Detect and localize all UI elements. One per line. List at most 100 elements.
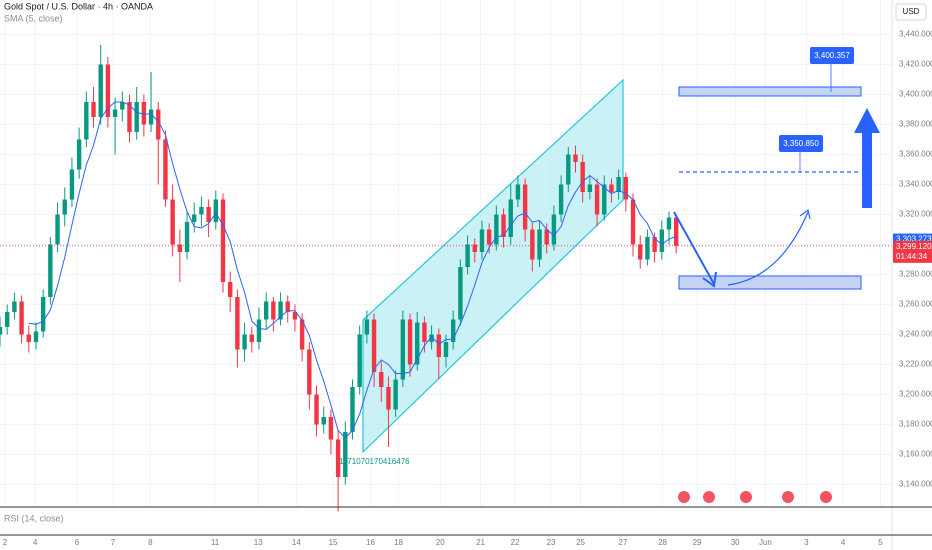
candle-body: [213, 199, 219, 222]
x-tick-label: 3: [804, 538, 809, 547]
candle-body: [422, 322, 427, 342]
y-tick-label: 3,440.000: [899, 30, 932, 39]
callout-label: 3,350.850: [783, 139, 819, 148]
y-tick-label: 3,380.000: [899, 120, 932, 129]
x-tick-label: 28: [658, 538, 667, 547]
candle-body: [26, 334, 31, 342]
candle-body: [335, 439, 341, 477]
candle-body: [62, 199, 67, 215]
candle-body: [400, 319, 406, 380]
candle-body: [285, 301, 290, 312]
x-tick-label: 4: [33, 538, 38, 547]
candle-body: [4, 312, 10, 327]
candle-body: [220, 199, 226, 282]
candle-body: [328, 417, 334, 440]
candle-body: [515, 184, 521, 200]
x-tick-label: 22: [511, 538, 520, 547]
annotation: 1171070170416476: [339, 457, 410, 466]
candle-body: [343, 432, 348, 477]
candle-body: [321, 417, 326, 425]
candle-body: [249, 334, 254, 342]
candle-body: [120, 102, 125, 110]
event-icon: [740, 491, 752, 503]
y-tick-label: 3,220.000: [899, 360, 932, 369]
countdown: 01:44:34: [896, 252, 928, 261]
price-tag-label: 3,299.120: [896, 242, 932, 251]
arrow: [673, 211, 715, 285]
channel: [362, 78, 624, 454]
candle-body: [558, 184, 564, 215]
x-tick-label: 4: [841, 538, 846, 547]
candle-body: [415, 322, 420, 365]
candle-body: [537, 229, 542, 260]
candle-body: [436, 334, 442, 357]
candle-body: [69, 169, 75, 200]
candle-body: [494, 214, 499, 245]
candle-body: [357, 334, 362, 387]
candle-body: [522, 184, 528, 230]
callout-label: 3,400.357: [814, 51, 850, 60]
y-axis: 3,140.000 3,160.000 3,180.000 3,200.000 3,22…: [893, 30, 932, 489]
x-tick-label: 23: [547, 538, 556, 547]
x-tick-label: 5: [878, 538, 883, 547]
projection: [727, 211, 809, 286]
candle-body: [673, 217, 679, 246]
candle-body: [299, 319, 305, 350]
y-tick-label: 3,400.000: [899, 90, 932, 99]
sma-tag-label: 3,303.273: [896, 235, 932, 244]
candle-body: [307, 349, 312, 395]
x-tick-label: 11: [211, 538, 220, 547]
candle-body: [573, 154, 578, 162]
candle-body: [292, 312, 298, 320]
y-tick-label: 3,280.000: [899, 270, 932, 279]
support-box: [678, 275, 862, 290]
candle-body: [429, 334, 434, 342]
candle-body: [48, 244, 53, 297]
x-tick-label: Jun: [759, 538, 772, 547]
candle-body: [33, 331, 39, 342]
candle-body: [566, 154, 571, 185]
candle-body: [98, 64, 103, 117]
candle-body: [40, 297, 46, 332]
y-tick-label: 3,140.000: [899, 480, 932, 489]
candle-body: [587, 184, 593, 192]
candle-body: [227, 282, 233, 297]
chart-subtitle: SMA (5, close): [4, 13, 63, 23]
candle-body: [141, 102, 147, 125]
y-tick-label: 3,360.000: [899, 150, 932, 159]
candle-body: [486, 229, 492, 245]
x-tick-label: 6: [75, 538, 80, 547]
candle-body: [479, 229, 485, 252]
y-tick-label: 3,340.000: [899, 180, 932, 189]
x-tick-label: 14: [292, 538, 301, 547]
callout-box: [779, 135, 823, 152]
arrow-head: [799, 208, 811, 220]
candle-body: [235, 297, 240, 350]
candle-body: [127, 102, 132, 132]
candle-body: [84, 102, 89, 140]
x-tick-label: 8: [148, 538, 153, 547]
candle-body: [393, 379, 398, 410]
candle-body: [156, 109, 161, 140]
x-tick-label: 7: [111, 538, 116, 547]
event-icon: [703, 491, 715, 503]
candle-body: [134, 102, 139, 132]
plot: [0, 45, 892, 512]
candle-body: [659, 229, 665, 252]
arrow-head: [702, 271, 717, 288]
candle-body: [580, 162, 585, 192]
event-icon: [820, 491, 832, 503]
candle-body: [616, 177, 621, 192]
candle-body: [465, 244, 470, 267]
candle-body: [666, 217, 672, 230]
chart-title: Gold Spot / U.S. Dollar · 4h · OANDA: [4, 1, 153, 11]
events: [678, 491, 832, 503]
candle-body: [148, 109, 154, 125]
candle-body: [192, 214, 197, 222]
x-tick-label: 13: [254, 538, 263, 547]
candle-body: [450, 319, 456, 342]
y-tick-label: 3,420.000: [899, 60, 932, 69]
candle-body: [55, 214, 60, 245]
x-tick-label: 21: [476, 538, 485, 547]
callout-box: [810, 47, 854, 64]
